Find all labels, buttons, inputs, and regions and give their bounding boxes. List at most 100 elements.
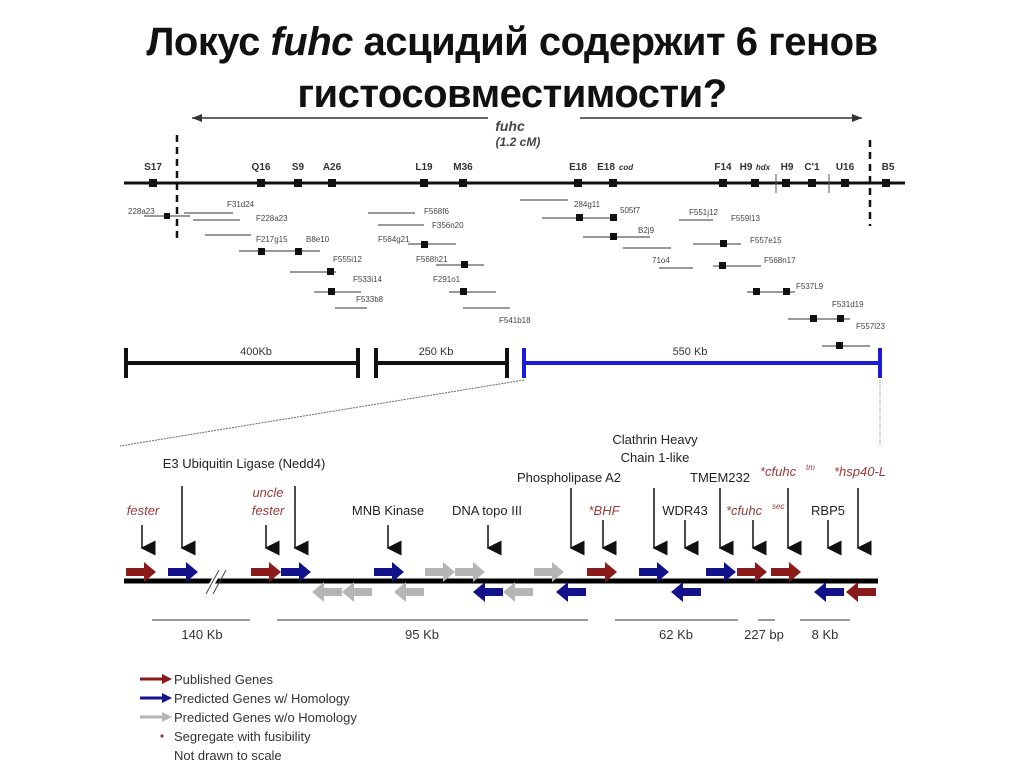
pointer-arrows	[140, 486, 872, 556]
gene-annotations: E3 Ubiquitin Ligase (Nedd4) fester uncle…	[127, 432, 886, 518]
svg-text:Predicted Genes w/ Homology: Predicted Genes w/ Homology	[174, 691, 350, 706]
slide-title-line2: гистосовместимости?	[297, 72, 727, 116]
svg-text:250 Kb: 250 Kb	[419, 346, 454, 358]
svg-text:F356n20: F356n20	[432, 221, 464, 230]
svg-text:U16: U16	[836, 162, 855, 173]
svg-text:62 Kb: 62 Kb	[659, 627, 693, 642]
svg-text:F533i14: F533i14	[353, 275, 382, 284]
legend-segregate: Segregate with fusibility	[160, 729, 311, 744]
label-fester: fester	[127, 503, 160, 518]
gene-arrow-homology	[556, 582, 586, 602]
title-text: асцидий содержит 6 генов	[352, 20, 879, 64]
svg-text:F533b8: F533b8	[356, 295, 384, 304]
marker-E18cod: E18 cod	[597, 162, 634, 187]
svg-text:F541b18: F541b18	[499, 316, 531, 325]
svg-text:F555i12: F555i12	[333, 255, 362, 264]
svg-text:B5: B5	[882, 162, 895, 173]
gene-arrow-homology	[706, 562, 736, 582]
svg-text:F31d24: F31d24	[227, 200, 255, 209]
svg-text:*cfuhc: *cfuhc	[760, 464, 797, 479]
locus-distance: (1.2 cM)	[496, 135, 541, 149]
svg-text:Q16: Q16	[252, 162, 271, 173]
svg-text:hdx: hdx	[756, 163, 771, 172]
svg-text:F551j12: F551j12	[689, 208, 718, 217]
gene-arrow-homology	[671, 582, 701, 602]
physical-map-400kb: 400Kb	[124, 346, 360, 378]
svg-text:E18: E18	[597, 162, 615, 173]
svg-text:95 Kb: 95 Kb	[405, 627, 439, 642]
chromosome-line	[124, 565, 878, 597]
svg-text:F568n17: F568n17	[764, 256, 796, 265]
gene-arrows	[126, 562, 876, 602]
legend-published: Published Genes	[140, 672, 274, 687]
gene-arrow-homology	[281, 562, 311, 582]
svg-text:F557e15: F557e15	[750, 236, 782, 245]
legend: Published Genes Predicted Genes w/ Homol…	[140, 672, 357, 763]
svg-text:71o4: 71o4	[652, 256, 670, 265]
label-uncle: uncle	[252, 485, 283, 500]
legend-not-to-scale: Not drawn to scale	[174, 748, 282, 763]
svg-text:H9: H9	[740, 162, 753, 173]
gene-arrow-homology	[374, 562, 404, 582]
svg-text:S9: S9	[292, 162, 305, 173]
legend-no-homology: Predicted Genes w/o Homology	[140, 710, 357, 725]
svg-text:H9: H9	[781, 162, 794, 173]
svg-text:Predicted Genes w/o Homology: Predicted Genes w/o Homology	[174, 710, 357, 725]
title-text: Локус	[146, 20, 271, 64]
locus-label: fuhc	[495, 118, 525, 134]
svg-text:F568h21: F568h21	[416, 255, 448, 264]
gene-arrow-homology	[814, 582, 844, 602]
label-bhf: *BHF	[588, 503, 620, 518]
gene-arrow-homology	[168, 562, 198, 582]
marker-S17: S17	[144, 162, 162, 187]
svg-text:227 bp: 227 bp	[744, 627, 784, 642]
label-clathrin-2: Chain 1-like	[621, 450, 690, 465]
marker-L19: L19	[415, 162, 433, 187]
gene-arrow-published	[587, 562, 617, 582]
svg-text:F531d19: F531d19	[832, 300, 864, 309]
marker-A26: A26	[323, 162, 342, 187]
svg-text:F14: F14	[714, 162, 732, 173]
label-uncle-fester: fester	[252, 503, 285, 518]
label-wdr43: WDR43	[662, 503, 708, 518]
svg-text:F568f6: F568f6	[424, 207, 449, 216]
fuhc-span-arrow	[192, 114, 862, 122]
gene-arrow-nohomology	[503, 582, 533, 602]
gene-arrow-nohomology	[534, 562, 564, 582]
marker-Q16: Q16	[252, 162, 271, 187]
legend-homology: Predicted Genes w/ Homology	[140, 691, 350, 706]
marker-H9hdx: H9 hdx	[740, 162, 771, 187]
zoom-line-left	[119, 379, 525, 447]
label-cfuhc-sec: *cfuhc sec	[726, 502, 784, 518]
gene-arrow-published	[771, 562, 801, 582]
svg-text:550 Kb: 550 Kb	[673, 346, 708, 358]
label-rbp5: RBP5	[811, 503, 845, 518]
physical-map-250kb: 250 Kb	[374, 346, 509, 378]
physical-map-550kb: 550 Kb	[522, 346, 882, 378]
label-tmem232: TMEM232	[690, 470, 750, 485]
label-phospholipase-a2: Phospholipase A2	[517, 470, 621, 485]
svg-text:L19: L19	[415, 162, 433, 173]
label-nedd4: E3 Ubiquitin Ligase (Nedd4)	[163, 456, 326, 471]
marker-H9: H9	[781, 162, 794, 187]
gene-arrow-published	[126, 562, 156, 582]
gene-arrow-nohomology	[312, 582, 342, 602]
clone-contigs: 228a23 F31d24 F228a23 F217g15 B8e10 F555…	[128, 199, 885, 349]
svg-text:E18: E18	[569, 162, 587, 173]
svg-text:S17: S17	[144, 162, 162, 173]
svg-text:F557l23: F557l23	[856, 322, 885, 331]
svg-text:B8e10: B8e10	[306, 235, 330, 244]
svg-text:sec: sec	[772, 502, 784, 511]
gene-arrow-published	[737, 562, 767, 582]
gene-arrow-homology	[639, 562, 669, 582]
svg-text:F228a23: F228a23	[256, 214, 288, 223]
gene-arrow-nohomology	[342, 582, 372, 602]
marker-F14: F14	[714, 162, 732, 187]
svg-text:B2j9: B2j9	[638, 226, 655, 235]
marker-U16: U16	[836, 162, 855, 187]
svg-text:F217g15: F217g15	[256, 235, 288, 244]
scale-bar-labels: 140 Kb 95 Kb 62 Kb 227 bp 8 Kb	[181, 627, 838, 642]
svg-text:F537L9: F537L9	[796, 282, 824, 291]
svg-text:Segregate with fusibility: Segregate with fusibility	[174, 729, 311, 744]
